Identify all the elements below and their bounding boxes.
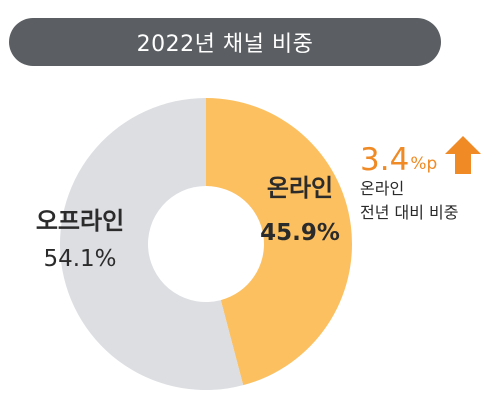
slice-label-online: 온라인 bbox=[267, 174, 333, 202]
chart-title-bar: 2022년 채널 비중 bbox=[9, 18, 441, 66]
yoy-desc-line2: 전년 대비 비중 bbox=[360, 203, 459, 222]
chart-title: 2022년 채널 비중 bbox=[136, 32, 314, 57]
slice-value-offline: 54.1% bbox=[43, 246, 116, 272]
slice-label-offline: 오프라인 bbox=[36, 207, 124, 235]
yoy-change-unit: %p bbox=[410, 154, 438, 174]
donut-slice-online bbox=[206, 98, 352, 386]
yoy-annotation: 3.4 %p 온라인 전년 대비 비중 bbox=[360, 132, 495, 224]
yoy-desc-line1: 온라인 bbox=[360, 179, 405, 198]
donut-slice-offline bbox=[59, 98, 244, 391]
yoy-change-value: 3.4 bbox=[360, 142, 410, 178]
slice-value-online: 45.9% bbox=[260, 220, 340, 246]
up-arrow-icon bbox=[445, 136, 482, 174]
